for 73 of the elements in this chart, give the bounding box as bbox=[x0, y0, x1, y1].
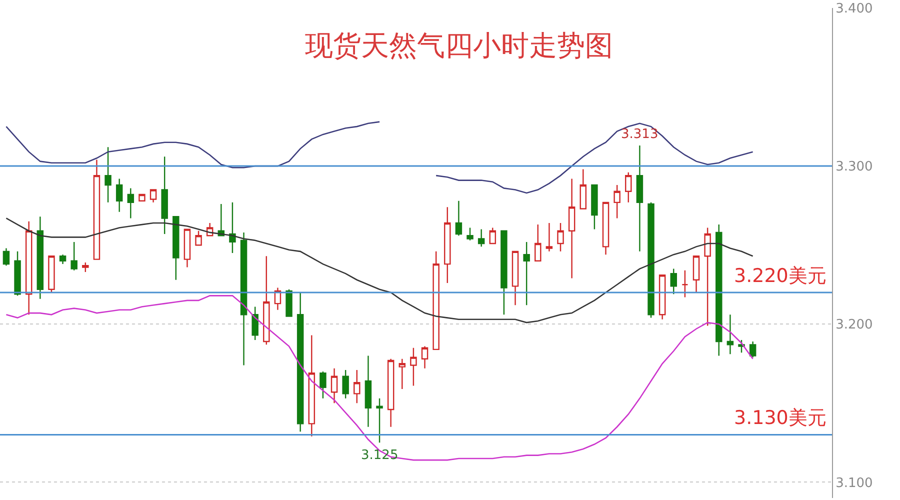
candlestick bbox=[59, 254, 66, 265]
y-tick-label: 3.400 bbox=[836, 2, 873, 17]
candlestick bbox=[580, 168, 587, 210]
candlestick bbox=[308, 334, 316, 437]
candlestick bbox=[14, 250, 21, 296]
annotation: 3.125 bbox=[361, 448, 398, 463]
candlestick bbox=[421, 346, 428, 369]
candlestick bbox=[354, 369, 360, 404]
ref-line-label: 3.220美元 bbox=[734, 265, 826, 287]
candlestick bbox=[82, 262, 89, 273]
y-tick-label: 3.200 bbox=[836, 318, 873, 333]
candlestick bbox=[726, 314, 734, 355]
candlestick bbox=[489, 227, 496, 244]
candlestick bbox=[296, 292, 304, 432]
candlestick bbox=[512, 250, 519, 306]
candlestick bbox=[387, 358, 394, 428]
candlestick bbox=[658, 274, 666, 320]
candlestick bbox=[172, 216, 180, 280]
candlestick bbox=[25, 220, 32, 316]
candlestick bbox=[138, 194, 146, 202]
candlestick bbox=[534, 224, 542, 262]
candlestick bbox=[195, 230, 202, 246]
candlestick bbox=[376, 398, 383, 444]
candlestick bbox=[500, 230, 508, 316]
candlestick bbox=[240, 232, 248, 366]
text: 现货天然气四小时走势图 bbox=[305, 28, 613, 62]
candlestick bbox=[614, 184, 620, 219]
candlestick bbox=[591, 184, 598, 230]
ref-line-label: 3.130美元 bbox=[734, 407, 826, 429]
candlestick bbox=[648, 202, 654, 318]
candlestick bbox=[466, 227, 474, 241]
candlestick bbox=[398, 358, 406, 390]
candlestick bbox=[93, 159, 100, 260]
candlestick bbox=[2, 248, 10, 266]
y-tick-label: 3.100 bbox=[836, 476, 873, 491]
candlestick bbox=[670, 268, 677, 295]
candlestick bbox=[184, 228, 191, 268]
y-tick-label: 3.300 bbox=[836, 160, 873, 175]
candlestick bbox=[455, 200, 462, 236]
candlestick bbox=[716, 224, 722, 356]
candlestick bbox=[682, 270, 688, 298]
candlestick bbox=[229, 202, 236, 254]
candlestick bbox=[330, 368, 338, 404]
candlestick bbox=[48, 256, 55, 294]
candlestick bbox=[546, 222, 553, 252]
candlestick bbox=[161, 156, 168, 235]
candlestick bbox=[286, 288, 292, 317]
candlestick bbox=[150, 189, 157, 204]
candlestick bbox=[557, 222, 564, 252]
candlestick bbox=[523, 241, 530, 306]
candlestick bbox=[127, 188, 134, 219]
candlestick bbox=[252, 306, 258, 341]
candlestick bbox=[342, 369, 349, 400]
candlestick bbox=[116, 178, 123, 212]
candlestick bbox=[636, 144, 644, 252]
candlestick bbox=[36, 216, 44, 300]
candlestick bbox=[274, 287, 282, 310]
candlestick bbox=[749, 340, 756, 358]
candlestick bbox=[444, 206, 451, 284]
candlestick bbox=[625, 172, 632, 204]
candlestick bbox=[410, 347, 417, 386]
candlestick bbox=[602, 202, 610, 256]
candlestick bbox=[432, 250, 440, 350]
candlestick bbox=[263, 256, 270, 346]
candlestick bbox=[568, 178, 576, 279]
candlestick bbox=[692, 256, 700, 294]
candlestick bbox=[104, 146, 112, 204]
candlestick bbox=[478, 228, 485, 248]
candlestick bbox=[704, 227, 711, 326]
candlestick bbox=[70, 241, 78, 271]
candlestick bbox=[320, 370, 326, 400]
annotation: 3.313 bbox=[621, 127, 658, 142]
candlestick bbox=[364, 355, 372, 428]
